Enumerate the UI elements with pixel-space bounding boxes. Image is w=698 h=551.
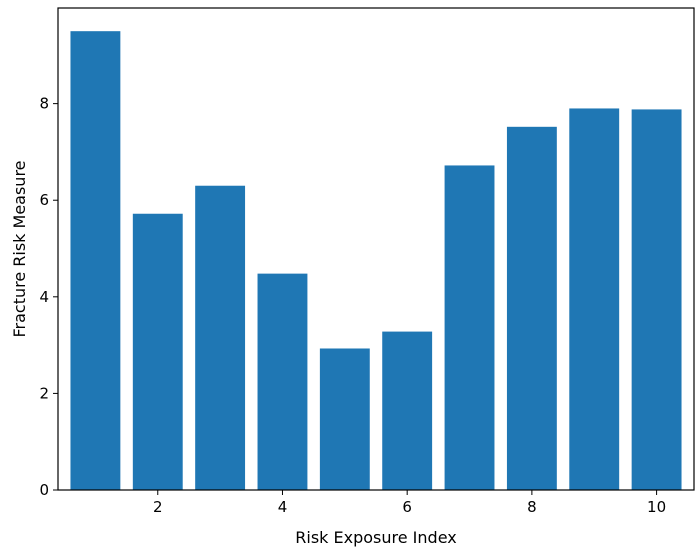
x-tick-label: 4 [278,498,288,516]
y-tick-label: 2 [39,384,49,402]
bar-9 [569,108,620,491]
bar-2 [132,213,183,491]
bars-group [70,31,682,491]
bar-3 [195,185,246,491]
y-axis-ticks: 0 2 4 6 8 [39,95,58,499]
bar-4 [257,273,308,490]
y-tick-label: 4 [39,288,49,306]
y-tick-label: 6 [39,191,49,209]
y-tick-label: 8 [39,95,49,113]
y-tick-label: 0 [39,481,49,499]
x-tick-label: 6 [402,498,412,516]
bar-5 [319,348,370,490]
x-axis-ticks: 2 4 6 8 10 [153,490,666,516]
x-tick-label: 10 [647,498,666,516]
y-axis-label: Fracture Risk Measure [10,160,29,337]
bar-6 [382,331,433,490]
bar-1 [70,31,121,490]
bar-7 [444,165,495,490]
bar-8 [506,126,557,490]
plot-frame [57,7,695,491]
x-tick-label: 8 [527,498,537,516]
x-tick-label: 2 [153,498,163,516]
x-axis-label: Risk Exposure Index [295,528,456,547]
bar-10 [631,109,682,490]
